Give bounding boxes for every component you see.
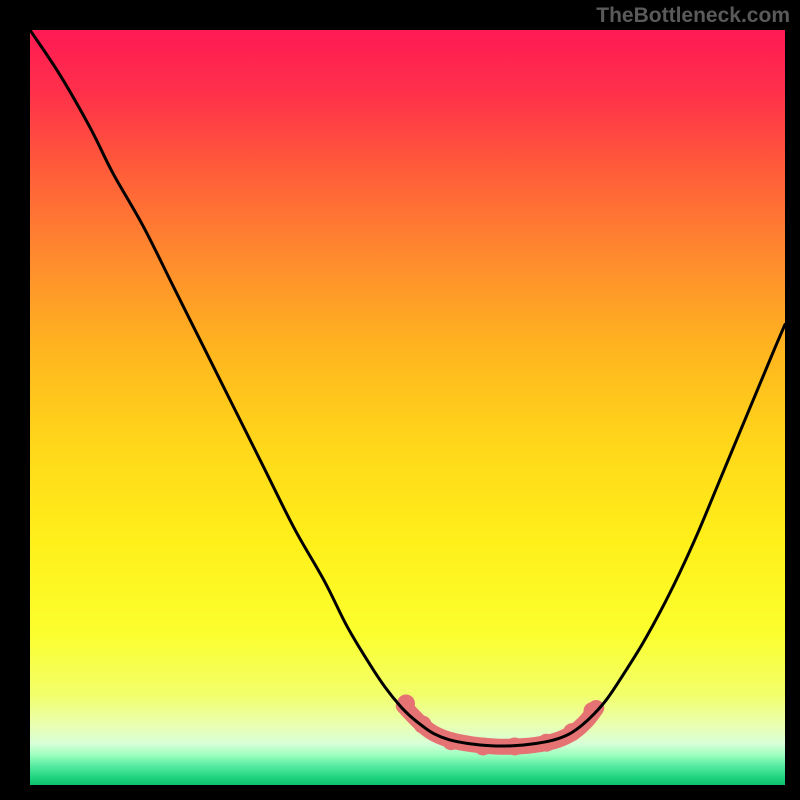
attribution-text: TheBottleneck.com [596,4,790,28]
chart-root: TheBottleneck.com [0,0,800,800]
plot-area [30,30,785,785]
main-curve [30,30,785,746]
curve-layer [30,30,785,785]
